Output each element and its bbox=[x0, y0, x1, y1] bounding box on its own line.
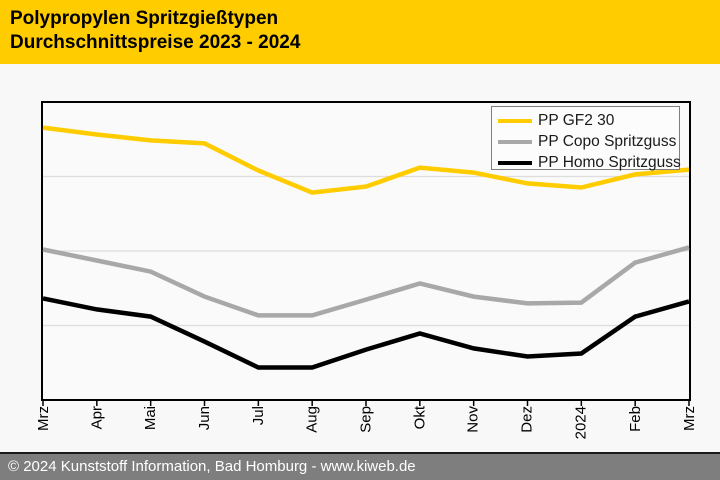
legend-label: PP Homo Spritzguss bbox=[538, 153, 681, 171]
footer-credit-bar: © 2024 Kunststoff Information, Bad Hombu… bbox=[0, 452, 720, 480]
chart-title-line1: Polypropylen Spritzgießtypen bbox=[10, 8, 279, 29]
legend-item: PP GF2 30 bbox=[498, 110, 679, 131]
legend-label: PP GF2 30 bbox=[538, 111, 615, 129]
x-tick-label: 2024 bbox=[572, 406, 590, 440]
legend-label: PP Copo Spritzguss bbox=[538, 132, 677, 150]
x-tick-label: Feb bbox=[626, 406, 644, 432]
x-tick-label: Mai bbox=[142, 406, 160, 431]
legend-line-swatch bbox=[498, 160, 532, 165]
x-tick-label: Aug bbox=[303, 406, 321, 433]
series-line-pp-copo-spritzguss bbox=[42, 245, 690, 318]
footer-credit-text: © 2024 Kunststoff Information, Bad Hombu… bbox=[8, 458, 416, 475]
legend-line-swatch bbox=[498, 139, 532, 144]
x-tick-label: Sep bbox=[357, 406, 375, 433]
chart-title-banner: Polypropylen Spritzgießtypen Durchschnit… bbox=[0, 0, 720, 64]
x-tick-label: Dez bbox=[519, 406, 536, 433]
x-tick-label: Jul bbox=[249, 406, 267, 426]
series-line-pp-homo-spritzguss bbox=[42, 296, 690, 370]
series-line-pp-gf2-30 bbox=[42, 125, 690, 195]
x-tick-label: Apr bbox=[88, 406, 106, 430]
legend-line-swatch bbox=[498, 118, 532, 123]
x-tick-label: Jun bbox=[196, 406, 213, 431]
chart-area: Mrz Apr Mai Jun Jul Aug Sep Okt Nov Dez 2024 Feb Mrz… bbox=[0, 64, 720, 452]
chart-legend: PP GF2 30 PP Copo Spritzguss PP Homo Sprit… bbox=[491, 106, 681, 173]
x-tick-label: Mrz bbox=[680, 406, 698, 431]
x-tick-label: Okt bbox=[411, 406, 429, 430]
legend-item: PP Homo Spritzguss bbox=[498, 152, 681, 173]
chart-title-line2: Durchschnittspreise 2023 - 2024 bbox=[10, 32, 301, 53]
x-tick-label: Nov bbox=[465, 406, 483, 433]
legend-item: PP Copo Spritzguss bbox=[498, 131, 679, 152]
x-tick-label: Mrz bbox=[34, 406, 52, 431]
